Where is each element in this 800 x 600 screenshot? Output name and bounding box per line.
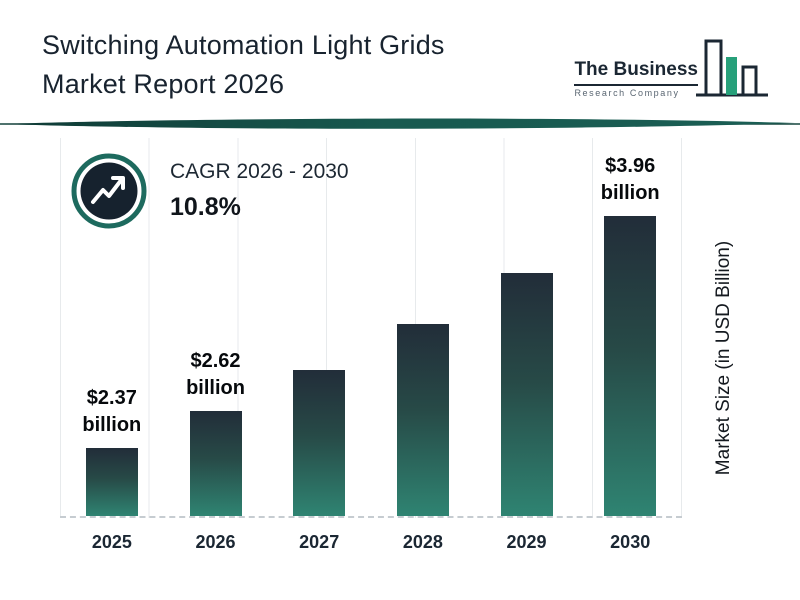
x-tick-2027: 2027 — [299, 531, 340, 552]
logo-name: The Business — [574, 59, 698, 86]
growth-arrow-icon — [71, 153, 147, 229]
x-axis-labels: 2025 2026 2027 2028 2029 2030 — [60, 522, 682, 562]
bars: $2.37 billion $2.62 billion $3.96 billion — [60, 138, 682, 516]
bar-column: $2.37 billion — [60, 385, 164, 516]
bar-column — [371, 324, 475, 516]
header-divider — [0, 118, 800, 129]
x-tick-2029: 2029 — [506, 531, 547, 552]
logo-text: The Business Research Company — [574, 59, 698, 98]
x-tick-2028: 2028 — [402, 531, 443, 552]
cagr-value: 10.8% — [170, 193, 241, 221]
plot-area — [60, 138, 682, 518]
bar-2026 — [189, 411, 242, 516]
bar-column: $2.62 billion — [164, 348, 268, 516]
bar-chart: $2.37 billion $2.62 billion $3.96 billion 202… — [60, 138, 682, 562]
x-tick-2025: 2025 — [91, 531, 132, 552]
bar-column — [475, 273, 579, 516]
bar-column: $3.96 billion — [578, 153, 682, 516]
cagr-text: CAGR 2026 - 2030 10.8% — [170, 160, 349, 222]
bar-2030 — [604, 216, 657, 516]
y-axis-label: Market Size (in USD Billion) — [713, 240, 734, 476]
logo-subname: Research Company — [574, 88, 680, 98]
page-title-line1: Switching Automation Light Grids — [42, 30, 445, 60]
page-title-line2: Market Report 2026 — [42, 69, 285, 99]
cagr-callout: CAGR 2026 - 2030 10.8% — [70, 152, 349, 230]
x-tick-2026: 2026 — [195, 531, 236, 552]
page-title: Switching Automation Light Grids Market R… — [42, 26, 445, 104]
company-logo: The Business Research Company — [574, 36, 770, 102]
x-tick-2030: 2030 — [610, 531, 651, 552]
bar-chart-logo-icon — [696, 39, 768, 97]
bar-value-label: $2.37 billion — [82, 387, 142, 436]
bar-column — [267, 370, 371, 516]
bar-value-label: $3.96 billion — [600, 155, 660, 204]
bar-2027 — [293, 370, 346, 516]
cagr-label: CAGR 2026 - 2030 — [170, 160, 349, 183]
bar-value-label: $2.62 billion — [186, 350, 245, 399]
bar-2028 — [396, 324, 449, 516]
bar-2025 — [85, 448, 138, 516]
bar-2029 — [500, 273, 553, 516]
